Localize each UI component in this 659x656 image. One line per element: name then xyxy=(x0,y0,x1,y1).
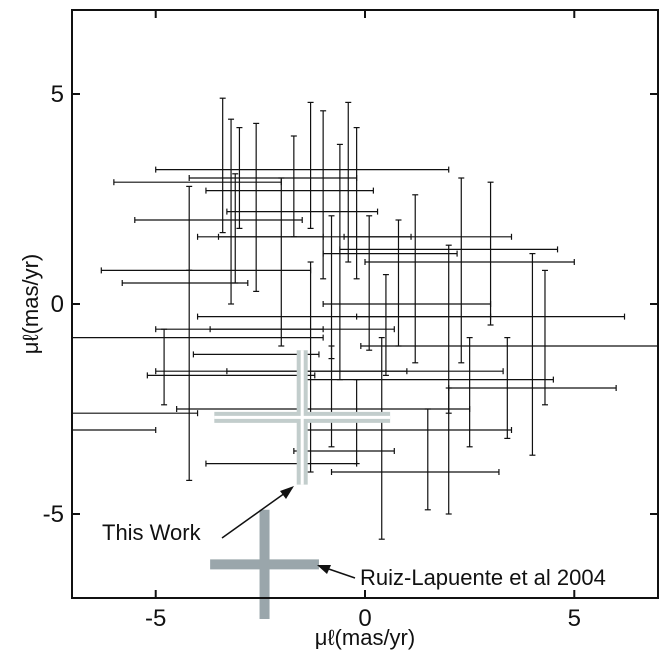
x-tick-label: 0 xyxy=(358,605,371,632)
data-point-63 xyxy=(445,387,452,515)
ruiz-lapuente-label: Ruiz-Lapuente et al 2004 xyxy=(360,565,606,590)
data-point-11 xyxy=(345,101,352,263)
data-point-6 xyxy=(253,122,260,292)
data-point-24 xyxy=(336,143,343,381)
this-work-arrow xyxy=(221,487,293,539)
this-work-arrow-head xyxy=(280,486,294,499)
data-point-22 xyxy=(278,177,285,347)
data-point-19 xyxy=(100,267,312,274)
data-point-18 xyxy=(121,280,249,286)
x-axis-label: μℓ(mas/yr) xyxy=(315,625,415,650)
reference-crosses-layer xyxy=(210,350,391,619)
this-work-cross xyxy=(214,350,391,485)
data-point-35 xyxy=(360,343,659,349)
data-point-3 xyxy=(219,97,226,234)
x-tick-label: -5 xyxy=(145,605,166,632)
data-point-52 xyxy=(328,345,335,448)
data-point-31 xyxy=(458,177,465,364)
data-point-17 xyxy=(186,185,193,271)
data-point-66 xyxy=(293,448,395,454)
data-point-34 xyxy=(366,215,373,351)
data-point-13 xyxy=(134,217,303,223)
y-tick-label: 5 xyxy=(51,81,64,108)
y-tick-label: -5 xyxy=(43,501,64,528)
data-point-58 xyxy=(176,406,471,412)
ruiz-lapuente-arrow-head xyxy=(317,565,331,574)
data-point-32 xyxy=(412,194,419,364)
data-point-27 xyxy=(343,233,513,240)
data-point-12 xyxy=(353,126,360,280)
data-point-29 xyxy=(364,259,575,265)
data-point-9 xyxy=(307,101,314,229)
error-bars-layer xyxy=(71,97,659,540)
x-tick-label: 5 xyxy=(568,605,581,632)
data-point-36 xyxy=(529,253,536,456)
data-point-33 xyxy=(395,219,402,347)
data-point-65 xyxy=(205,460,358,467)
data-point-42 xyxy=(196,313,492,320)
data-point-8 xyxy=(290,135,297,238)
data-point-1 xyxy=(71,427,157,433)
data-point-0 xyxy=(71,410,199,417)
tick-labels-layer: -5 0 5 -5 0 5 xyxy=(43,81,581,632)
data-point-62 xyxy=(424,408,431,511)
data-point-45 xyxy=(71,334,324,341)
data-point-61 xyxy=(301,427,513,433)
data-point-37 xyxy=(541,269,548,406)
data-point-7 xyxy=(188,175,358,181)
data-point-41 xyxy=(382,274,389,376)
y-tick-label: 0 xyxy=(51,291,64,318)
data-point-44 xyxy=(155,326,324,333)
data-point-60 xyxy=(378,337,385,540)
data-point-64 xyxy=(330,469,500,475)
tick-marks xyxy=(72,10,658,598)
data-point-15 xyxy=(155,166,450,173)
data-point-55 xyxy=(466,337,473,448)
data-point-26 xyxy=(322,250,458,257)
ruiz-lapuente-cross xyxy=(210,509,319,619)
data-point-46 xyxy=(161,328,168,406)
data-point-48 xyxy=(146,372,316,379)
data-point-40 xyxy=(322,301,492,307)
data-point-53 xyxy=(226,368,504,375)
y-axis-label: μℓ(mas/yr) xyxy=(18,254,43,354)
this-work-label: This Work xyxy=(102,520,202,545)
data-point-14 xyxy=(205,187,374,194)
data-point-21 xyxy=(226,208,379,215)
data-point-51 xyxy=(307,261,314,473)
